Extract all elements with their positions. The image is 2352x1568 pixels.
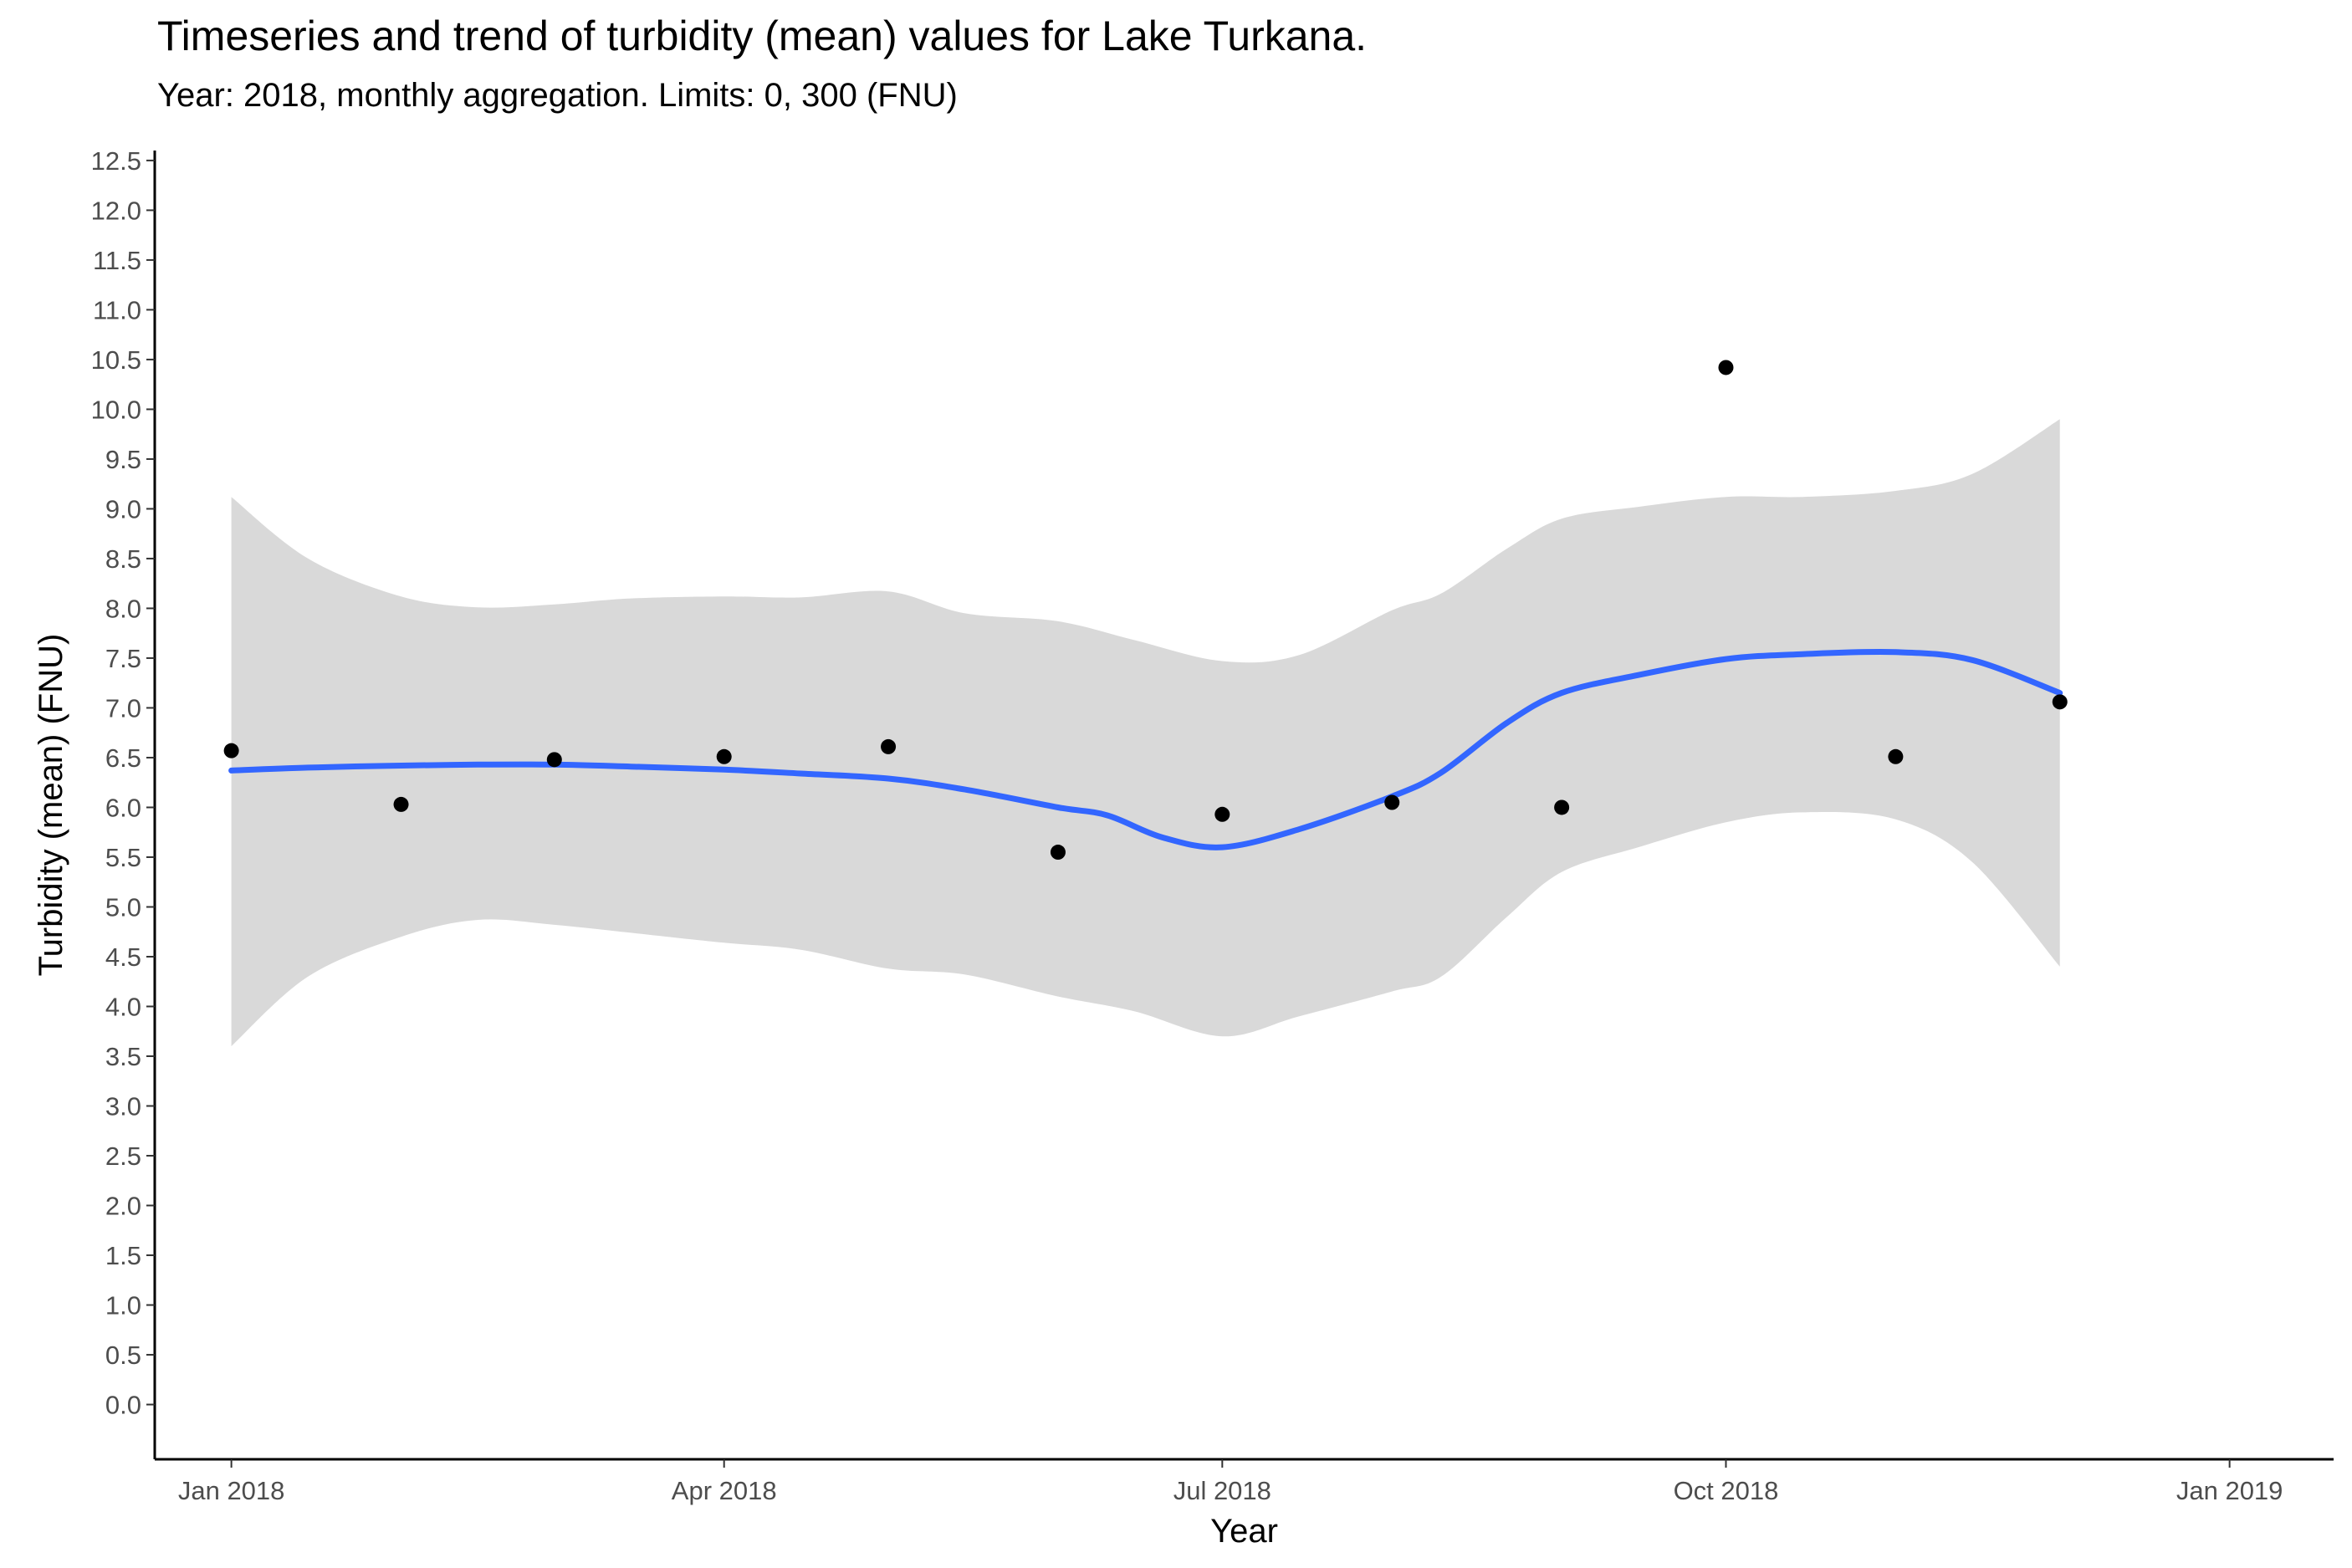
y-tick-label: 12.0 <box>91 196 141 225</box>
chart-title: Timeseries and trend of turbidity (mean)… <box>157 13 1368 59</box>
y-tick-label: 3.0 <box>105 1092 141 1121</box>
y-tick-label: 0.0 <box>105 1391 141 1420</box>
data-point <box>1554 799 1570 815</box>
chart-subtitle: Year: 2018, monthly aggregation. Limits:… <box>157 77 958 114</box>
x-tick-label: Jan 2018 <box>178 1476 285 1505</box>
y-tick-label: 2.0 <box>105 1192 141 1221</box>
data-point <box>1888 748 1904 764</box>
x-ticks-layer: Jan 2018 Apr 2018 Jul 2018 Oct 2018 Jan 2019 <box>178 1459 2283 1505</box>
y-tick-label: 6.0 <box>105 793 141 822</box>
data-point <box>546 752 562 768</box>
data-point <box>1718 360 1734 375</box>
data-point <box>223 743 239 758</box>
y-tick-label: 0.5 <box>105 1341 141 1370</box>
x-tick-label: Apr 2018 <box>672 1476 777 1505</box>
y-tick-label: 9.5 <box>105 445 141 474</box>
y-tick-label: 12.5 <box>91 146 141 176</box>
y-tick-label: 5.5 <box>105 843 141 872</box>
data-point <box>716 748 732 764</box>
y-tick-label: 4.0 <box>105 992 141 1021</box>
data-point <box>393 796 409 812</box>
y-tick-label: 10.5 <box>91 345 141 375</box>
y-tick-label: 1.0 <box>105 1291 141 1320</box>
y-tick-label: 6.5 <box>105 743 141 773</box>
data-point <box>1384 794 1400 810</box>
y-tick-label: 11.5 <box>93 246 141 275</box>
y-tick-label: 10.0 <box>91 395 141 424</box>
y-axis-title: Turbidity (mean) (FNU) <box>33 634 69 977</box>
y-tick-label: 4.5 <box>105 942 141 972</box>
y-tick-label: 8.5 <box>105 544 141 574</box>
y-tick-label: 1.5 <box>105 1241 141 1270</box>
data-point <box>2052 694 2068 710</box>
y-tick-label: 2.5 <box>105 1142 141 1171</box>
y-tick-label: 5.0 <box>105 892 141 922</box>
data-points-layer <box>223 360 2068 861</box>
data-point <box>1214 806 1230 822</box>
confidence-band <box>231 419 2060 1047</box>
y-tick-label: 7.0 <box>105 693 141 723</box>
data-point <box>1050 845 1066 861</box>
data-point <box>881 738 897 754</box>
x-tick-label: Jul 2018 <box>1173 1476 1271 1505</box>
x-tick-label: Jan 2019 <box>2176 1476 2283 1505</box>
axes-layer <box>153 151 2334 1461</box>
y-tick-label: 8.0 <box>105 594 141 623</box>
y-ticks-layer: 0.0 0.5 1.0 1.5 2.0 2.5 3.0 3.5 4.0 4.5 5.0 5.5 6.0 6… <box>91 146 155 1420</box>
y-tick-label: 3.5 <box>105 1042 141 1071</box>
x-axis-title: Year <box>1210 1513 1278 1550</box>
y-tick-label: 9.0 <box>105 494 141 524</box>
y-tick-label: 11.0 <box>93 295 141 324</box>
confidence-band-layer <box>231 419 2060 1047</box>
x-tick-label: Oct 2018 <box>1674 1476 1779 1505</box>
y-tick-label: 7.5 <box>105 644 141 673</box>
